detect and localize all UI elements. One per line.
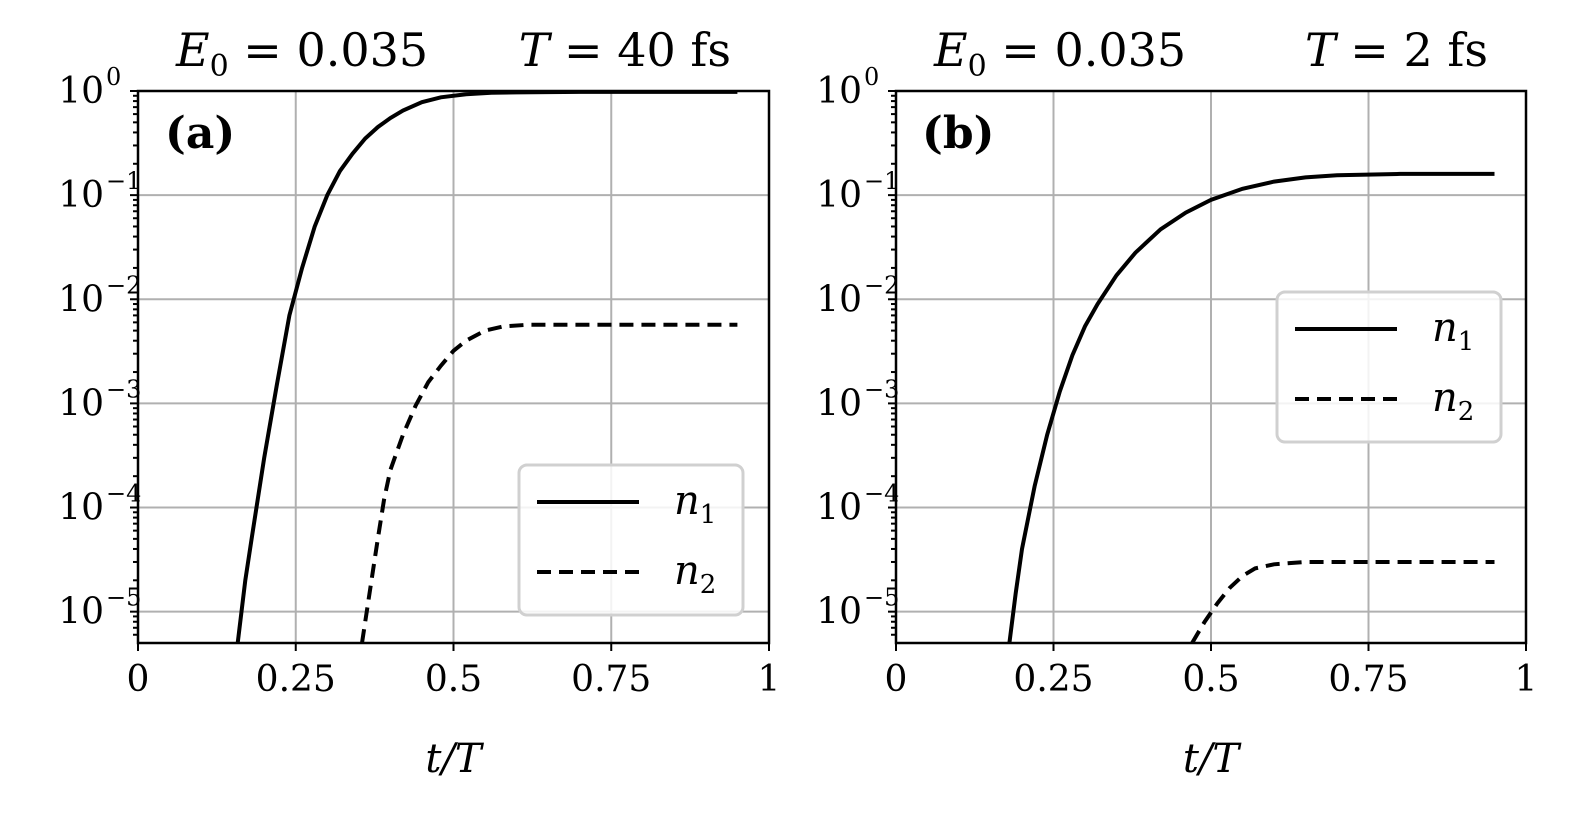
series-group [235, 91, 738, 643]
x-tick-label: 0.5 [1182, 659, 1239, 700]
y-tick-label: 10 [816, 592, 862, 633]
title-left-value: = 0.035 [229, 23, 428, 77]
legend-label-n2: n2 [1432, 375, 1474, 427]
x-tick-label: 0.75 [1328, 659, 1408, 700]
y-tick-label: 10 [58, 279, 104, 320]
title-left-symbol: E [933, 23, 968, 77]
y-tick-base: 10 [816, 488, 862, 529]
title-left-value: = 0.035 [987, 23, 1186, 77]
title-left: E0 = 0.035 [933, 23, 1186, 84]
y-tick-label: 10 [816, 488, 862, 529]
y-tick-exponent: −3 [106, 375, 141, 403]
y-tick-base: 10 [58, 71, 104, 112]
series-group [1007, 171, 1495, 643]
legend-label-n2: n2 [674, 548, 716, 600]
y-tick-exponent: −3 [864, 375, 899, 403]
legend-symbol: n [674, 548, 700, 594]
legend-subscript: 1 [700, 500, 717, 530]
x-axis-label: t/T [425, 736, 485, 782]
x-tick-label: 0.25 [256, 659, 336, 700]
title-left-subscript: 0 [968, 49, 987, 84]
y-tick-label: 10 [816, 175, 862, 216]
x-tick-label: 0.75 [571, 659, 651, 700]
y-tick-exponent: −1 [864, 167, 899, 195]
title-right: T = 40 fs [519, 23, 731, 77]
y-tick-exponent: 0 [864, 63, 879, 91]
y-tick-label: 10 [816, 279, 862, 320]
legend-label-n1: n1 [1432, 305, 1474, 357]
x-tick-label: 0.25 [1013, 659, 1093, 700]
legend-subscript: 2 [1458, 397, 1475, 427]
title-left-subscript: 0 [210, 49, 229, 84]
title-right-symbol: T [519, 23, 553, 77]
title-right-value: = 2 fs [1336, 23, 1488, 77]
y-tick-label: 10 [58, 592, 104, 633]
title-left: E0 = 0.035 [175, 23, 428, 84]
plot-frame [894, 89, 1528, 645]
series-line-n2 [360, 322, 738, 643]
x-tick-label: 1 [1515, 659, 1538, 700]
title-right: T = 2 fs [1305, 23, 1488, 77]
y-tick-base: 10 [816, 592, 862, 633]
title-right-value: = 40 fs [549, 23, 731, 77]
y-tick-exponent: −2 [864, 271, 899, 299]
title-left-symbol: E [175, 23, 210, 77]
y-tick-label: 10 [58, 488, 104, 529]
series-line-n2 [1190, 560, 1495, 643]
y-tick-base: 10 [816, 383, 862, 424]
x-tick-label: 0 [127, 659, 150, 700]
y-tick-base: 10 [58, 383, 104, 424]
y-tick-base: 10 [58, 592, 104, 633]
title-right-symbol: T [1305, 23, 1339, 77]
y-tick-label: 10 [58, 71, 104, 112]
y-tick-exponent: −2 [106, 271, 141, 299]
x-axis-label: t/T [1183, 736, 1243, 782]
x-tick-label: 0 [885, 659, 908, 700]
y-tick-label: 10 [58, 383, 104, 424]
y-tick-exponent: 0 [106, 63, 121, 91]
panel-a: 10 010 −110 −210 −310 −410 −50 0.25 0.5 0.75 1t/TE… [58, 23, 780, 782]
plot-frame [136, 89, 771, 645]
legend-label-n1: n1 [674, 478, 716, 530]
y-tick-exponent: −4 [864, 480, 899, 508]
legend-symbol: n [1432, 375, 1458, 421]
y-tick-exponent: −5 [864, 584, 899, 612]
legend-symbol: n [674, 478, 700, 524]
y-tick-label: 10 [816, 71, 862, 112]
legend-symbol: n [1432, 305, 1458, 351]
y-tick-label: 10 [58, 175, 104, 216]
panel-label: (b) [922, 108, 994, 159]
y-tick-base: 10 [58, 175, 104, 216]
panel-b: 10 010 −110 −210 −310 −410 −50 0.25 0.5 0.75 1t/TE… [816, 23, 1537, 782]
legend-subscript: 2 [700, 570, 717, 600]
series-line-n1 [235, 91, 738, 643]
y-tick-base: 10 [816, 279, 862, 320]
x-tick-label: 0.5 [425, 659, 482, 700]
x-tick-label: 1 [758, 659, 781, 700]
y-tick-base: 10 [816, 175, 862, 216]
y-tick-exponent: −5 [106, 584, 141, 612]
y-tick-label: 10 [816, 383, 862, 424]
y-tick-exponent: −4 [106, 480, 141, 508]
y-tick-exponent: −1 [106, 167, 141, 195]
y-tick-base: 10 [58, 279, 104, 320]
y-tick-base: 10 [58, 488, 104, 529]
legend-subscript: 1 [1458, 327, 1475, 357]
y-tick-base: 10 [816, 71, 862, 112]
series-line-n1 [1007, 171, 1495, 643]
panel-label: (a) [165, 108, 235, 159]
